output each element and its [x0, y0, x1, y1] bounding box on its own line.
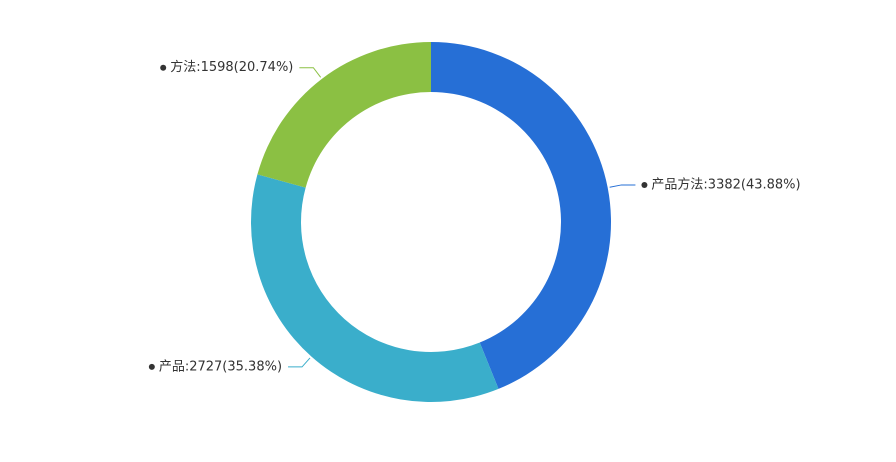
slice-label: 方法:1598(20.74%) [170, 59, 293, 75]
label-bullet [148, 363, 155, 370]
donut-slice [431, 42, 611, 389]
leader-line [299, 67, 322, 78]
label-bullet [641, 181, 648, 188]
label-bullet [160, 64, 167, 71]
donut-slice [250, 174, 499, 403]
leader-line [288, 357, 311, 368]
slice-label: 产品:2727(35.38%) [159, 359, 282, 374]
leader-line [609, 184, 636, 188]
slice-label: 产品方法:3382(43.88%) [651, 176, 800, 192]
donut-slice [257, 42, 431, 188]
